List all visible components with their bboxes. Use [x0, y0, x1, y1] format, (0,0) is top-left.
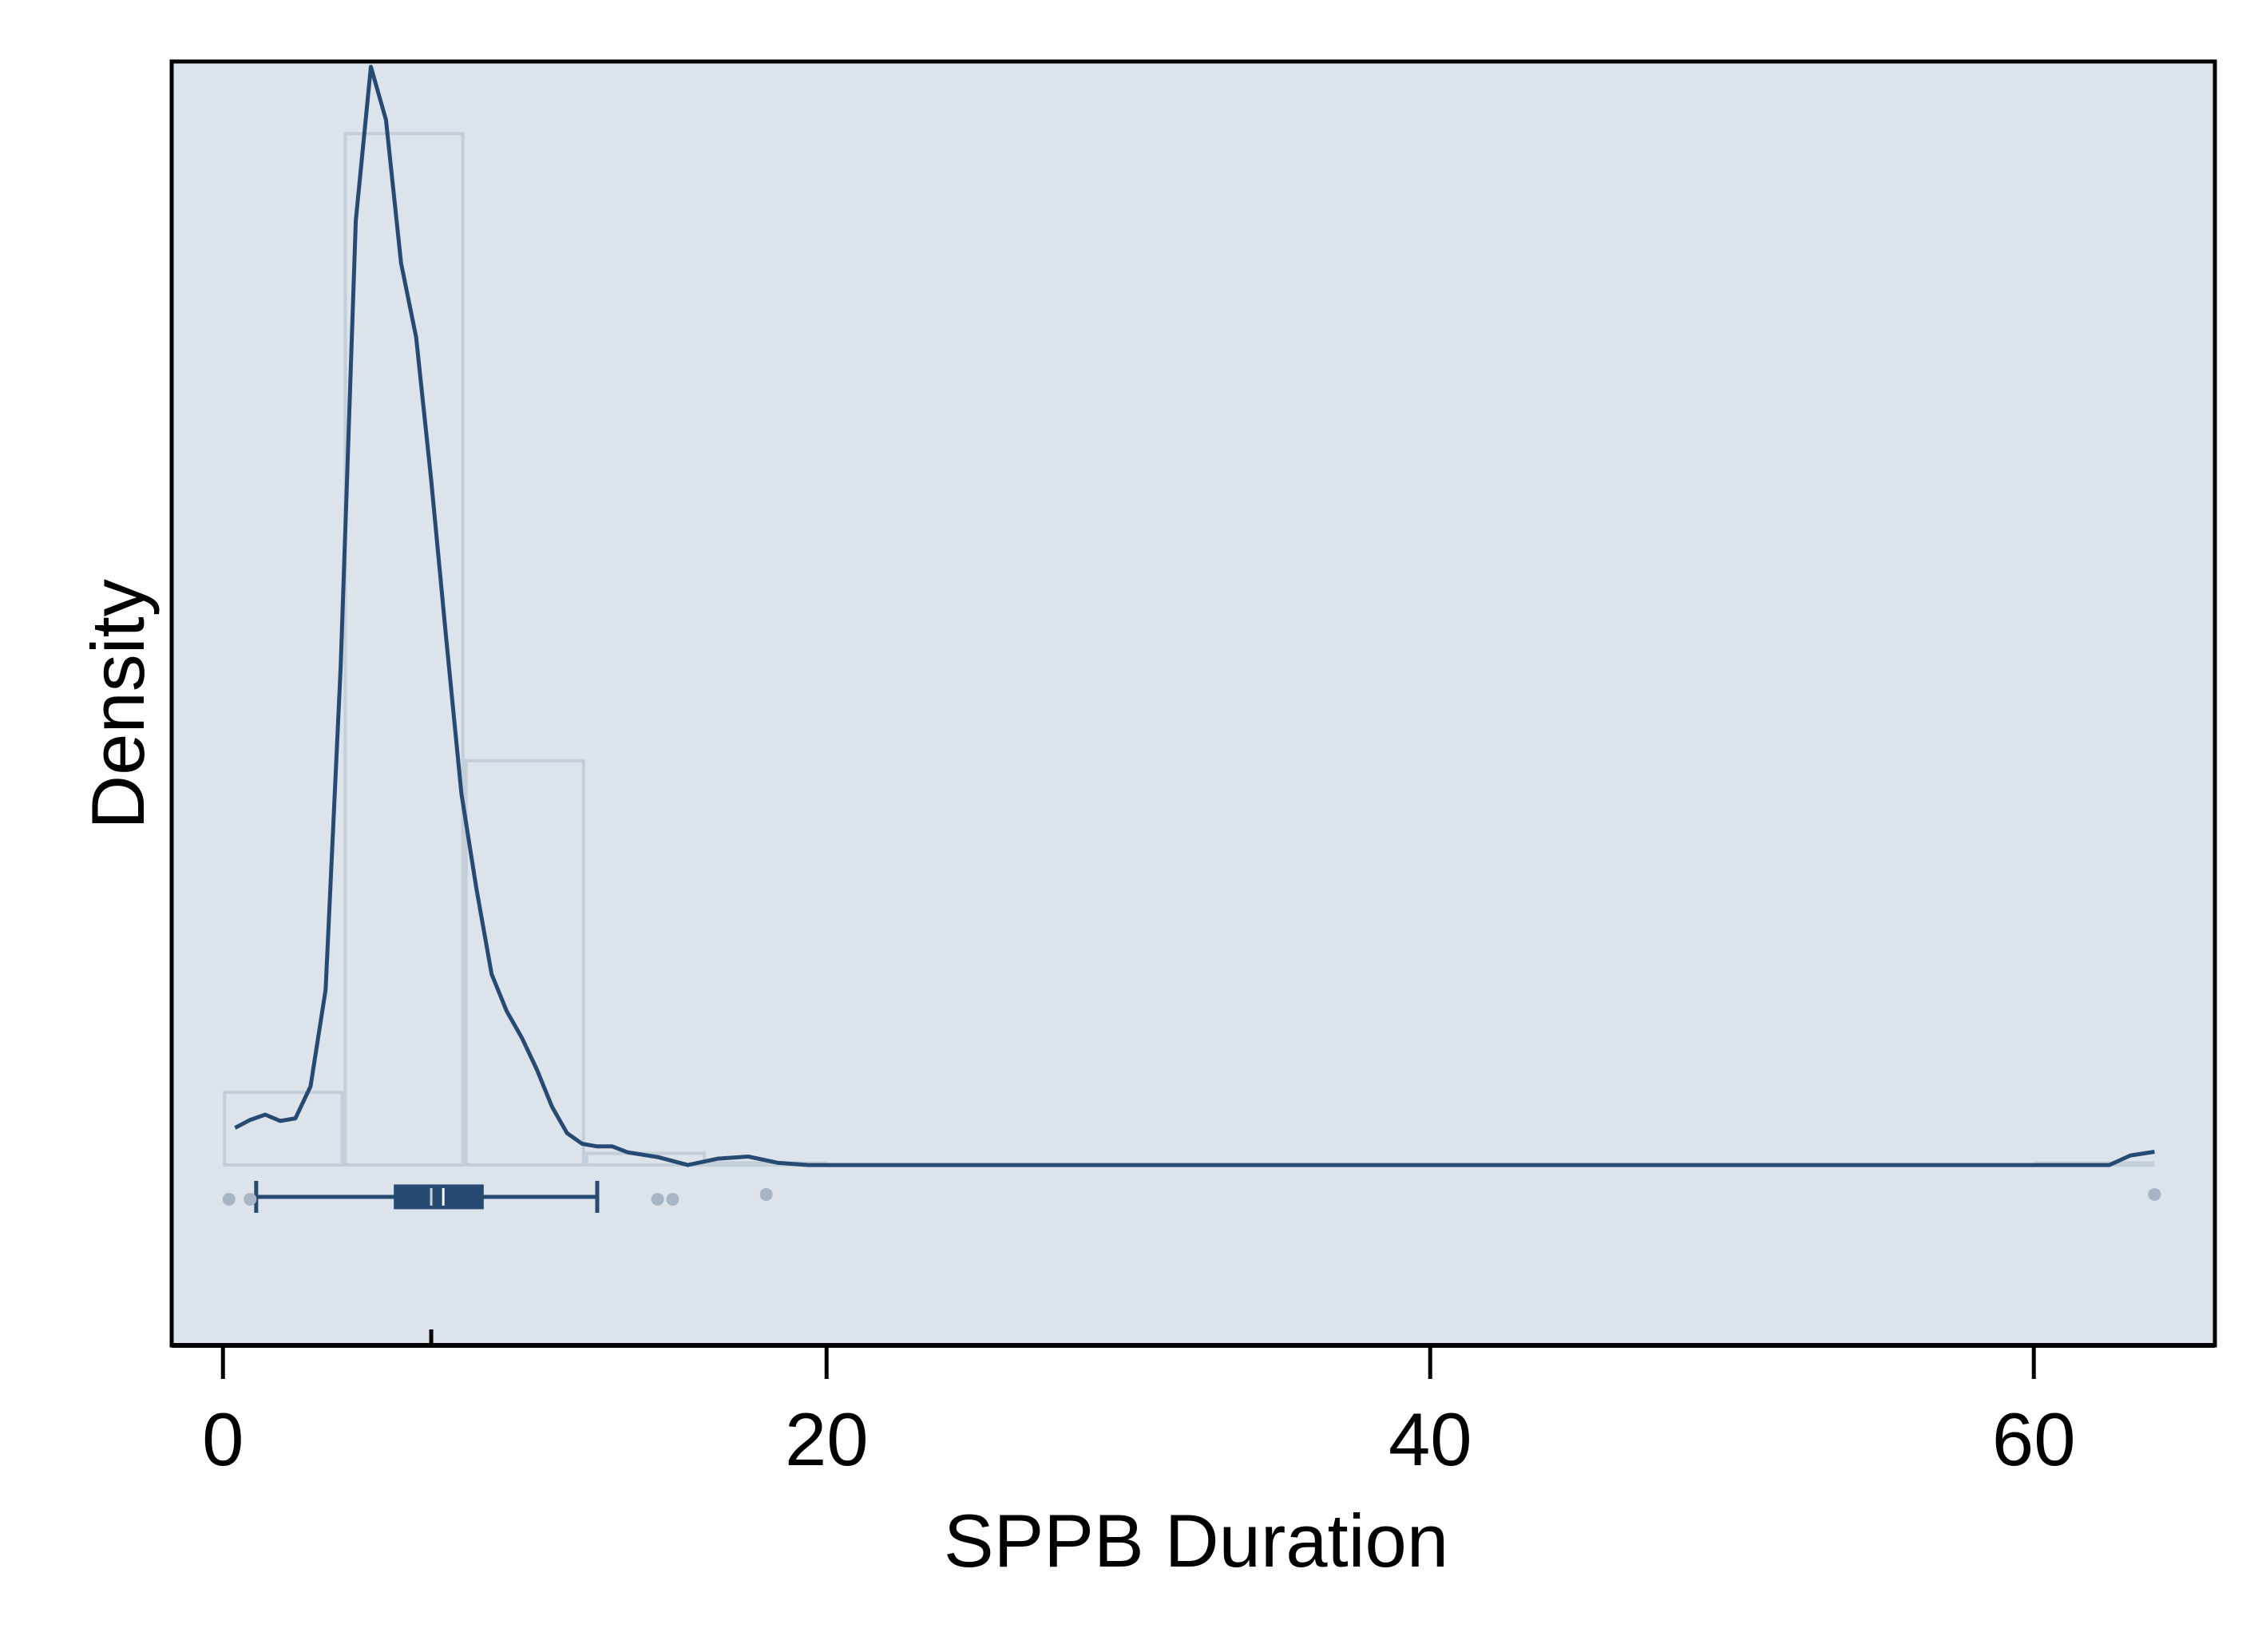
- histogram-bar: [464, 759, 585, 1167]
- outlier-point: [666, 1192, 679, 1206]
- x-tick-label: 0: [202, 1397, 244, 1481]
- plot-area: [172, 61, 2215, 1345]
- y-axis-label: Density: [76, 579, 160, 829]
- outlier-point: [2148, 1187, 2161, 1201]
- axes: 0 20 40 60: [169, 59, 2217, 1481]
- density-curve: [234, 65, 2155, 1167]
- outlier-point: [759, 1187, 773, 1201]
- x-axis-label: SPPB Duration: [944, 1499, 1448, 1583]
- histogram-bar: [343, 132, 465, 1167]
- outlier-point: [244, 1192, 257, 1206]
- outlier-point: [222, 1192, 236, 1206]
- boxplot-box: [394, 1184, 484, 1210]
- outlier-point: [651, 1192, 664, 1206]
- x-tick-label: 60: [1992, 1397, 2076, 1481]
- histogram-bar: [223, 1091, 344, 1167]
- x-tick-label: 20: [785, 1397, 869, 1481]
- x-tick-label: 40: [1389, 1397, 1472, 1481]
